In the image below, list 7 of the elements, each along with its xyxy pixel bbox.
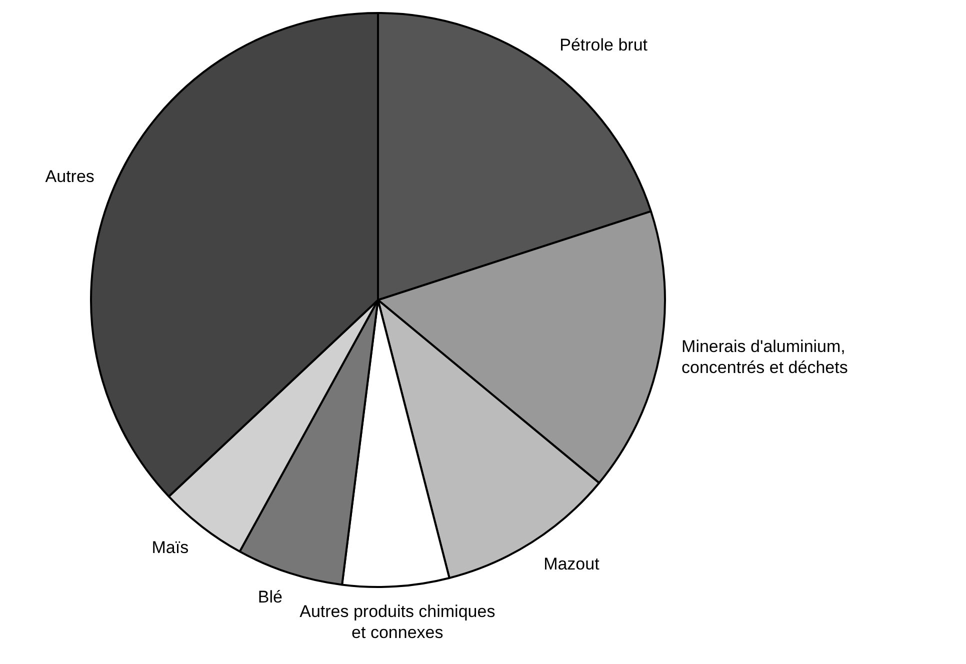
slice-label: Mazout (544, 554, 600, 574)
slice-label: Minerais d'aluminium, concentrés et déchets (682, 337, 848, 378)
slice-label: Blé (258, 588, 283, 607)
slice-label: Autres produits chimiques et connexes (300, 602, 496, 642)
slice-label: Pétrole brut (560, 36, 648, 55)
slice-label: Autres (45, 166, 94, 186)
slice-label: Maïs (152, 538, 189, 557)
